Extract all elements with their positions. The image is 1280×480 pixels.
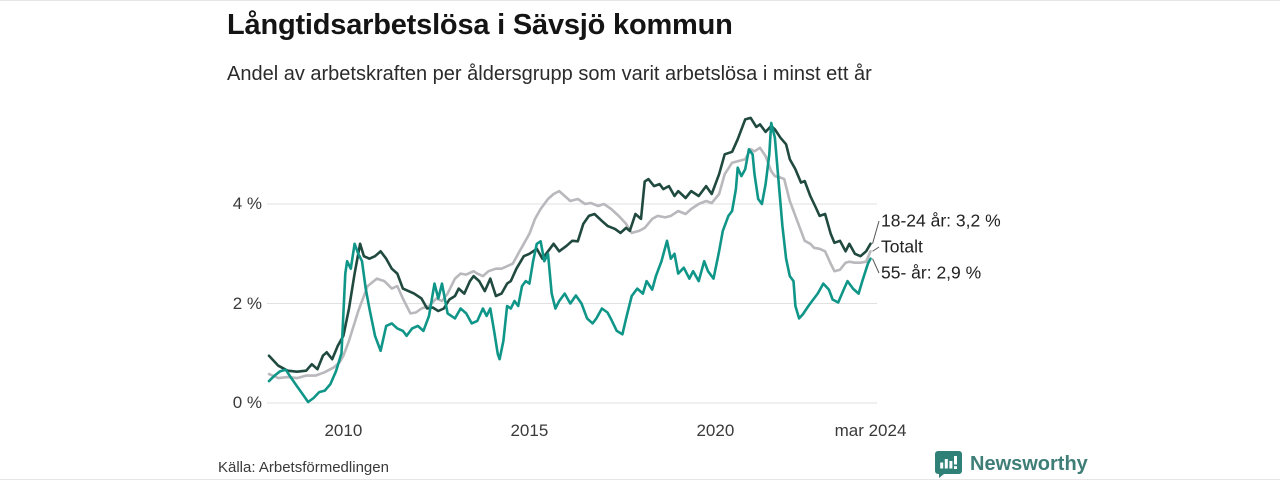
x-axis-tick-2010: 2010 — [324, 421, 363, 440]
leader-line-55-år — [872, 258, 880, 274]
series-line-55-år — [267, 121, 872, 404]
y-axis-tick-0pct: 0 % — [232, 393, 262, 412]
speech-bubble-shape — [935, 451, 962, 478]
leader-line-18-24år — [872, 220, 880, 244]
series-end-label-55: 55- år: 2,9 % — [881, 262, 982, 283]
chart-title: Långtidsarbetslösa i Sävsjö kommun — [227, 9, 733, 41]
series-end-label-18-24: 18-24 år: 3,2 % — [881, 210, 1001, 231]
series-end-label-totalt: Totalt — [881, 236, 923, 257]
source-note: Källa: Arbetsförmedlingen — [218, 459, 389, 476]
x-axis-tick-2015: 2015 — [510, 421, 549, 440]
newsworthy-logo-icon — [935, 451, 962, 478]
bar-chart-glyph — [940, 456, 957, 469]
newsworthy-logo: Newsworthy — [934, 449, 1088, 479]
leader-line-Totalt — [872, 246, 880, 252]
y-axis-tick-4pct: 4 % — [232, 194, 262, 213]
x-axis-tick-mar-2024: mar 2024 — [834, 421, 907, 440]
newsworthy-wordmark: Newsworthy — [970, 452, 1088, 475]
y-axis-tick-2pct: 2 % — [232, 293, 262, 313]
series-line-18-24år — [267, 116, 872, 374]
series-line-Totalt — [267, 146, 872, 380]
x-axis-tick-2020: 2020 — [696, 421, 735, 440]
chart-subtitle: Andel av arbetskraften per åldersgrupp s… — [227, 63, 872, 85]
